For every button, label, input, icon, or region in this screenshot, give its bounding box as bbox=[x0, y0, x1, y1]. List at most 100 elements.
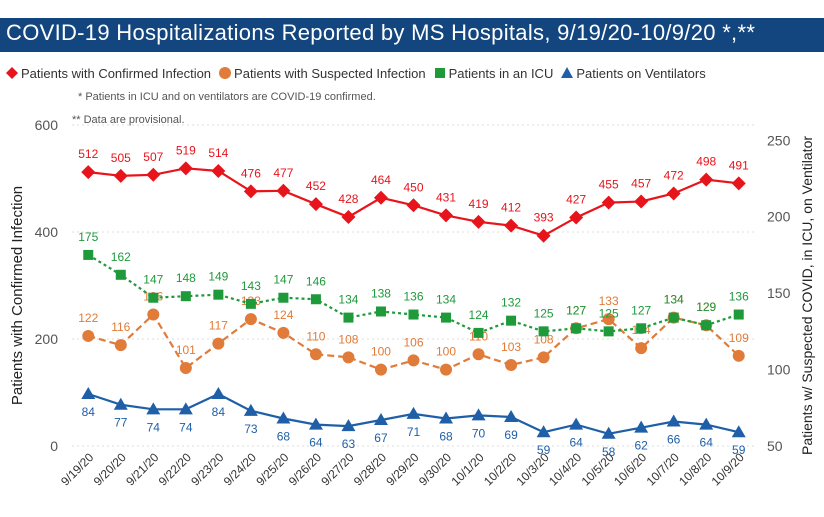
data-label: 136 bbox=[403, 290, 423, 304]
data-label: 393 bbox=[534, 211, 554, 225]
data-label: 428 bbox=[338, 192, 358, 206]
data-point bbox=[406, 406, 421, 419]
data-point bbox=[179, 362, 192, 375]
data-point bbox=[243, 403, 258, 416]
data-point bbox=[407, 354, 420, 367]
data-label: 512 bbox=[78, 147, 98, 161]
x-tick-label: 9/28/20 bbox=[351, 450, 389, 488]
data-label: 122 bbox=[78, 311, 98, 325]
data-label: 138 bbox=[371, 286, 391, 300]
data-label: 452 bbox=[306, 179, 326, 193]
data-label: 73 bbox=[244, 422, 258, 436]
data-point bbox=[114, 339, 127, 352]
data-label: 129 bbox=[696, 300, 716, 314]
data-label: 68 bbox=[277, 429, 291, 443]
data-label: 58 bbox=[602, 445, 616, 459]
data-point bbox=[310, 294, 321, 305]
data-point bbox=[113, 168, 128, 183]
data-label: 477 bbox=[273, 166, 293, 180]
data-point bbox=[731, 425, 746, 438]
data-point bbox=[375, 306, 386, 317]
data-point bbox=[180, 291, 191, 302]
x-tick-label: 10/7/20 bbox=[644, 450, 682, 488]
data-point bbox=[276, 183, 291, 198]
data-point bbox=[309, 348, 322, 361]
data-label: 67 bbox=[374, 431, 388, 445]
data-point bbox=[569, 417, 584, 430]
y-left-axis-title: Patients with Confirmed Infection bbox=[9, 186, 26, 405]
data-point bbox=[146, 167, 161, 182]
data-point bbox=[571, 323, 582, 334]
y-right-axis-title: Patients w/ Suspected COVID, in ICU, on … bbox=[799, 136, 815, 455]
data-point bbox=[701, 320, 712, 331]
data-label: 84 bbox=[82, 405, 96, 419]
chart-title: COVID-19 Hospitalizations Reported by MS… bbox=[6, 20, 756, 45]
data-label: 125 bbox=[599, 306, 619, 320]
data-label: 129 bbox=[696, 300, 716, 314]
data-point bbox=[473, 327, 484, 338]
red-diamond-icon bbox=[6, 67, 18, 79]
data-point bbox=[699, 417, 714, 430]
data-point bbox=[373, 413, 388, 426]
data-label: 109 bbox=[729, 331, 749, 345]
note-icu: * Patients in ICU and on ventilators are… bbox=[78, 91, 376, 103]
data-point bbox=[732, 349, 745, 362]
data-label: 59 bbox=[732, 443, 746, 457]
data-label: 127 bbox=[566, 303, 586, 317]
x-tick-label: 9/25/20 bbox=[253, 450, 291, 488]
data-point bbox=[699, 172, 714, 187]
data-point bbox=[537, 351, 550, 364]
data-point bbox=[178, 402, 193, 415]
legend-label-ventilators: Patients on Ventilators bbox=[576, 65, 706, 81]
data-label: 124 bbox=[469, 308, 489, 322]
y-left-tick-label: 600 bbox=[35, 117, 59, 133]
data-label: 498 bbox=[696, 155, 716, 169]
data-label: 116 bbox=[111, 320, 130, 334]
data-label: 103 bbox=[501, 340, 521, 354]
x-tick-label: 10/8/20 bbox=[676, 450, 714, 488]
data-point bbox=[538, 326, 549, 337]
green-square-icon bbox=[434, 68, 445, 78]
legend: Patients with Confirmed Infection Patien… bbox=[6, 64, 714, 82]
x-tick-label: 9/22/20 bbox=[156, 450, 194, 488]
data-label: 476 bbox=[241, 166, 261, 180]
data-label: 162 bbox=[111, 250, 131, 264]
data-label: 106 bbox=[403, 335, 423, 349]
data-label: 147 bbox=[143, 273, 163, 287]
data-label: 64 bbox=[569, 436, 583, 450]
data-label: 143 bbox=[241, 279, 261, 293]
data-label: 427 bbox=[566, 193, 586, 207]
data-point bbox=[374, 363, 387, 376]
data-label: 74 bbox=[179, 420, 193, 434]
data-point bbox=[373, 190, 388, 205]
data-point bbox=[505, 358, 518, 371]
data-label: 117 bbox=[209, 319, 228, 333]
x-tick-label: 9/20/20 bbox=[91, 450, 129, 488]
data-label: 100 bbox=[371, 345, 391, 359]
data-point bbox=[308, 417, 323, 430]
data-label: 134 bbox=[338, 293, 358, 307]
data-label: 431 bbox=[436, 190, 456, 204]
x-tick-label: 9/29/20 bbox=[383, 450, 421, 488]
data-label: 110 bbox=[306, 329, 325, 343]
data-point bbox=[634, 420, 649, 433]
data-label: 175 bbox=[78, 230, 98, 244]
data-point bbox=[603, 326, 614, 337]
legend-item-ventilators: Patients on Ventilators bbox=[561, 65, 706, 81]
x-tick-label: 9/24/20 bbox=[221, 450, 259, 488]
data-label: 64 bbox=[700, 436, 714, 450]
data-label: 64 bbox=[309, 436, 323, 450]
data-point bbox=[211, 164, 226, 179]
data-label: 66 bbox=[667, 433, 681, 447]
data-point bbox=[504, 218, 519, 233]
data-label: 108 bbox=[338, 332, 358, 346]
data-point bbox=[440, 363, 453, 376]
data-label: 74 bbox=[147, 420, 161, 434]
x-tick-label: 9/19/20 bbox=[58, 450, 96, 488]
data-point bbox=[245, 298, 256, 309]
data-point bbox=[146, 402, 161, 415]
data-point bbox=[666, 186, 681, 201]
data-point bbox=[147, 308, 160, 321]
y-left-tick-label: 0 bbox=[50, 438, 58, 454]
